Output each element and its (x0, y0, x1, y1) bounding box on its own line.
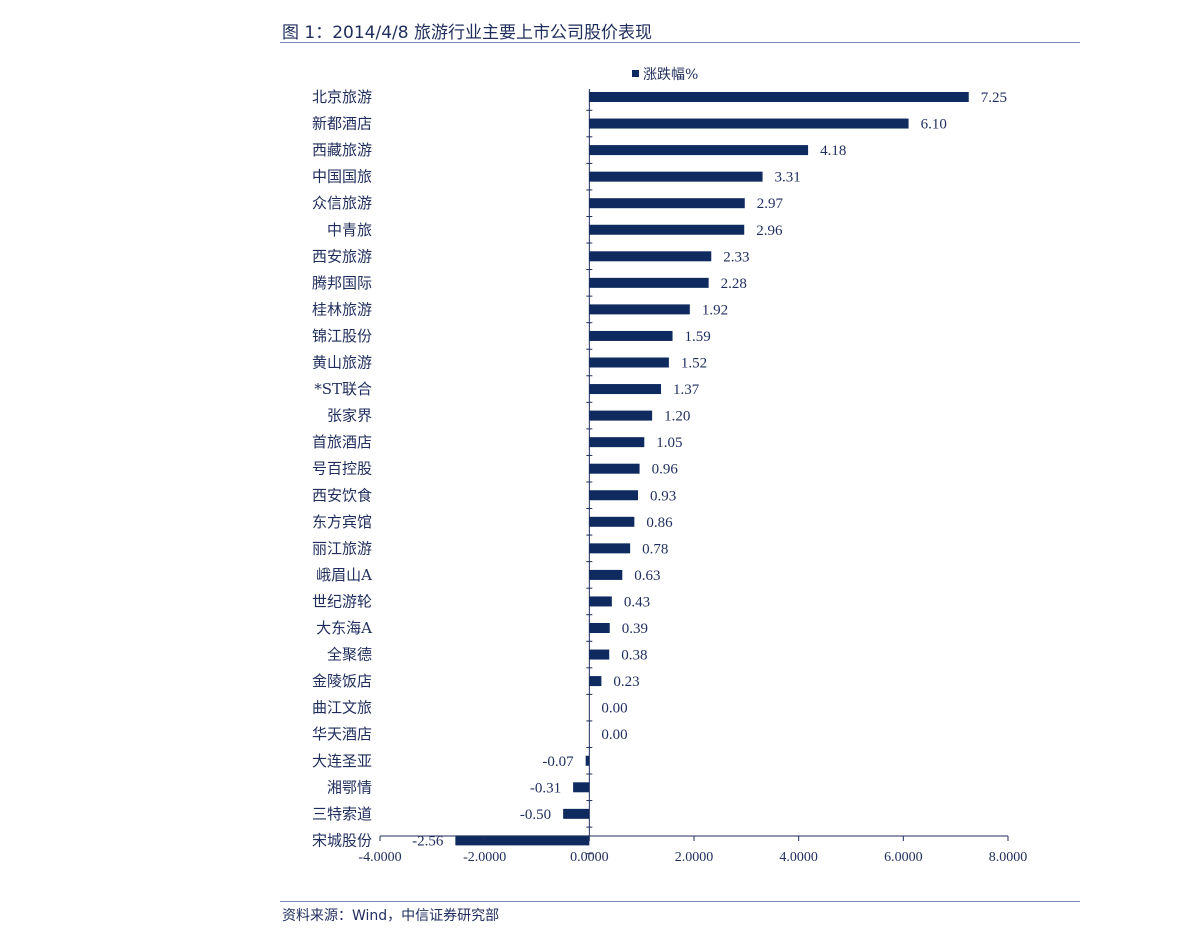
x-tick-label: 0.0000 (570, 850, 609, 865)
bar (589, 516, 635, 527)
category-label: 号百控股 (312, 460, 372, 478)
title-rule (280, 42, 1080, 43)
bar (589, 410, 653, 421)
data-label: 1.37 (673, 382, 700, 398)
data-label: 0.00 (601, 701, 627, 717)
bar (589, 463, 640, 474)
data-label: 1.92 (702, 302, 728, 318)
category-label: 桂林旅游 (312, 300, 372, 318)
data-label: 0.93 (650, 488, 676, 504)
data-label: 7.25 (981, 90, 1007, 106)
category-label: 世纪游轮 (312, 592, 372, 610)
category-label: 大连圣亚 (312, 752, 372, 770)
data-label: 0.39 (622, 621, 648, 637)
bar (455, 835, 590, 846)
bar (585, 755, 590, 766)
bar (589, 649, 610, 660)
data-label: 1.05 (656, 435, 682, 451)
x-tick-label: -4.0000 (358, 850, 401, 865)
category-label: 中国国旅 (312, 168, 372, 186)
category-label: 湘鄂情 (327, 778, 372, 796)
x-tick-label: 2.0000 (675, 850, 714, 865)
data-label: 6.10 (921, 117, 947, 133)
category-label: 金陵饭店 (312, 672, 372, 690)
bar (589, 224, 745, 235)
category-label: 黄山旅游 (312, 354, 372, 372)
data-label: 0.86 (646, 515, 673, 531)
legend-label: 涨跌幅% (643, 67, 698, 83)
legend-swatch (632, 70, 639, 77)
source-note: 资料来源：Wind，中信证券研究部 (282, 908, 500, 924)
data-label: 0.38 (621, 648, 647, 664)
category-label: 华天酒店 (312, 725, 372, 743)
data-label: 0.63 (634, 568, 660, 584)
bar (589, 277, 709, 288)
bar (589, 145, 809, 156)
category-label: 众信旅游 (312, 194, 372, 212)
data-label: -0.31 (530, 780, 561, 796)
bar (573, 782, 590, 793)
bar (589, 171, 763, 182)
data-label: 3.31 (775, 170, 801, 186)
bar (589, 569, 623, 580)
category-label: 宋城股份 (312, 831, 372, 849)
x-tick-label: -2.0000 (463, 850, 506, 865)
category-label: 丽江旅游 (312, 539, 372, 557)
data-label: 2.96 (756, 223, 783, 239)
bar (589, 676, 602, 687)
category-label: 峨眉山A (316, 566, 372, 584)
data-label: -2.56 (412, 833, 444, 849)
category-label: 中青旅 (327, 221, 372, 239)
category-label: 腾邦国际 (312, 274, 372, 292)
category-label: 大东海A (316, 619, 372, 637)
data-label: 0.78 (642, 541, 668, 557)
bar (589, 357, 669, 368)
data-label: 2.97 (757, 196, 784, 212)
category-label: *ST联合 (314, 380, 372, 398)
bar (589, 490, 639, 501)
data-label: 1.52 (681, 356, 707, 372)
bar (563, 808, 590, 819)
data-label: 0.23 (613, 674, 639, 690)
bar (589, 251, 712, 262)
category-label: 三特索道 (312, 805, 372, 823)
data-label: 2.33 (723, 249, 749, 265)
category-label: 新都酒店 (312, 115, 372, 133)
bar (589, 623, 610, 633)
bar (589, 384, 662, 395)
x-tick-label: 6.0000 (884, 850, 923, 865)
data-label: 0.43 (624, 594, 650, 610)
category-label: 西藏旅游 (312, 141, 372, 159)
bar (589, 198, 745, 209)
bar (589, 596, 612, 607)
category-label: 西安饮食 (312, 486, 372, 504)
bar (589, 92, 969, 102)
category-label: 北京旅游 (312, 88, 372, 106)
bar (589, 330, 673, 341)
data-label: -0.50 (520, 807, 551, 823)
category-label: 全聚德 (327, 646, 372, 664)
bar (589, 543, 631, 554)
figure-title: 图 1：2014/4/8 旅游行业主要上市公司股价表现 (282, 23, 652, 43)
source-rule (280, 901, 1080, 902)
data-label: 1.59 (685, 329, 711, 345)
category-label: 西安旅游 (312, 247, 372, 265)
data-label: 0.96 (652, 462, 679, 478)
data-label: 4.18 (820, 143, 846, 159)
bar (589, 304, 690, 315)
bar (589, 118, 909, 129)
x-tick-label: 4.0000 (779, 850, 818, 865)
category-label: 锦江股份 (312, 327, 372, 345)
data-label: 2.28 (721, 276, 747, 292)
data-label: -0.07 (542, 754, 574, 770)
x-tick-label: 8.0000 (989, 850, 1028, 865)
data-label: 0.00 (601, 727, 627, 743)
data-label: 1.20 (664, 409, 690, 425)
category-label: 东方宾馆 (312, 513, 372, 531)
bar (589, 437, 645, 448)
category-label: 曲江文旅 (312, 699, 372, 717)
category-label: 首旅酒店 (312, 433, 372, 451)
category-label: 张家界 (327, 407, 372, 425)
